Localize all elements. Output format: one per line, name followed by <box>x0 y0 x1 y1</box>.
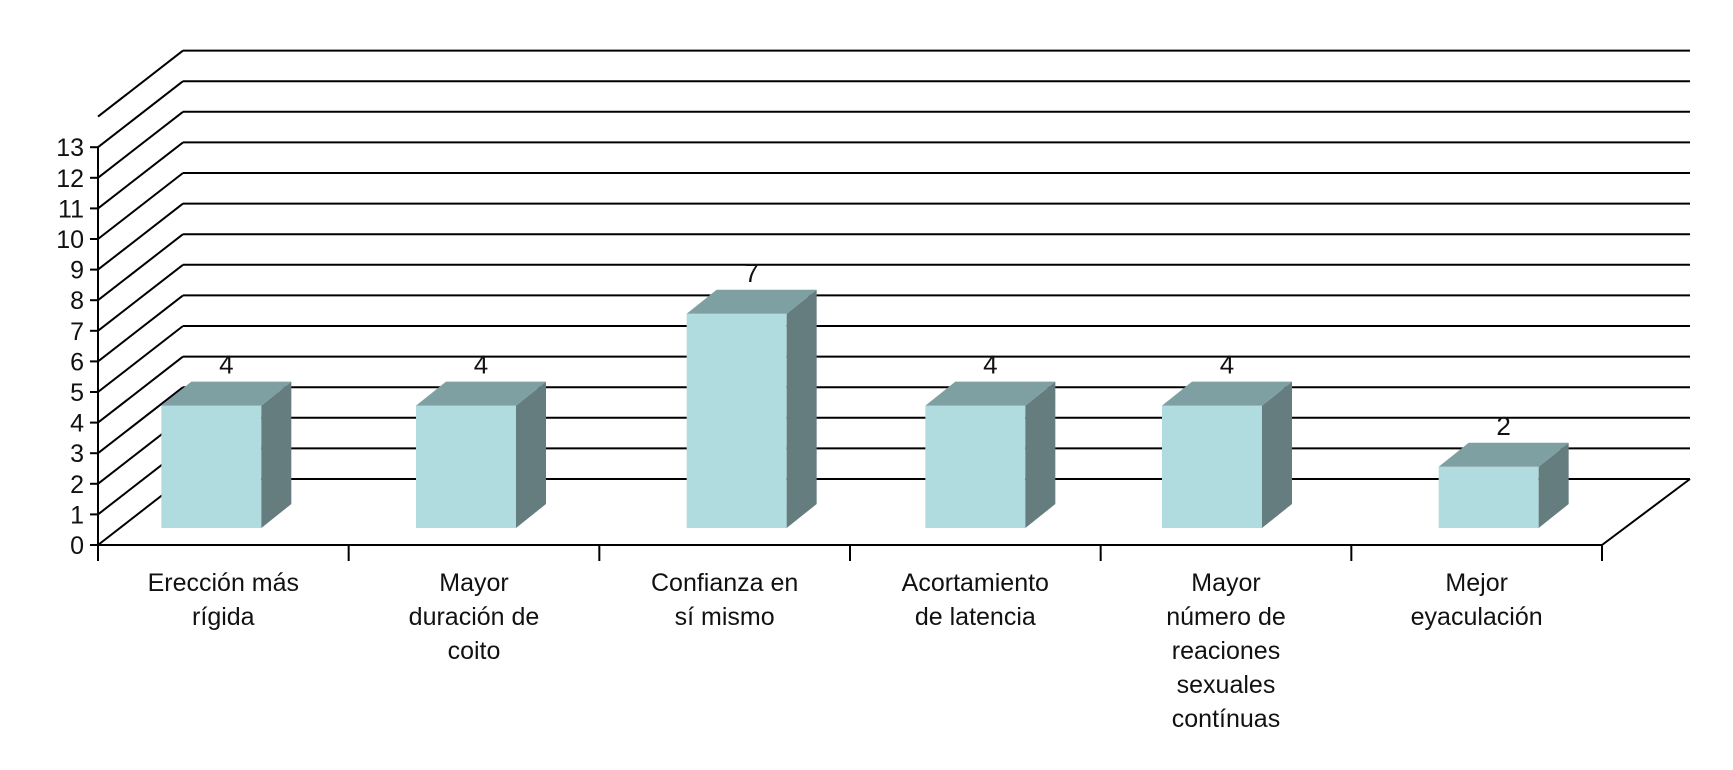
bar-front-0 <box>161 405 262 528</box>
data-label-3: 4 <box>983 350 997 380</box>
y-tick-label-12: 12 <box>56 165 84 193</box>
bar-side-1 <box>516 381 546 528</box>
bar-top-3 <box>925 381 1056 406</box>
category-label-1: Mayor duración de coito <box>409 569 540 665</box>
category-label-4-line-4: contínuas <box>1172 705 1280 733</box>
category-label-2: Confianza en sí mismo <box>651 569 798 631</box>
bar-front-5 <box>1438 466 1539 528</box>
y-tick-label-11: 11 <box>58 195 84 223</box>
y-tick-label-13: 13 <box>56 134 84 162</box>
side-gridline-9 <box>97 202 184 271</box>
side-wall-top <box>97 49 184 118</box>
side-gridline-3 <box>97 386 184 454</box>
side-gridline-8 <box>97 233 184 301</box>
y-tick-label-0: 0 <box>70 532 84 560</box>
axes <box>90 146 1603 561</box>
bar-top-2 <box>686 289 817 314</box>
side-gridline-11 <box>97 141 184 210</box>
side-gridline-5 <box>97 325 184 393</box>
category-label-4-line-2: reaciones <box>1172 637 1280 665</box>
category-label-5-line-1: eyaculación <box>1411 603 1543 631</box>
category-label-0-line-0: Erección más <box>148 569 299 597</box>
category-label-4-line-0: Mayor <box>1191 569 1260 597</box>
data-label-2: 7 <box>744 258 758 288</box>
bar-front-4 <box>1162 405 1262 528</box>
category-label-0-line-1: rígida <box>192 603 255 631</box>
bar-top-4 <box>1162 381 1292 406</box>
category-label-5: Mejor eyaculación <box>1411 569 1543 631</box>
floor-right-edge <box>1601 478 1691 546</box>
bar-front-2 <box>686 313 787 528</box>
side-gridline-10 <box>97 172 184 240</box>
bar-side-5 <box>1538 442 1569 528</box>
side-gridline-12 <box>97 111 184 179</box>
category-label-5-line-0: Mejor <box>1445 569 1508 597</box>
bar-front-1 <box>416 405 516 528</box>
y-tick-label-2: 2 <box>70 471 84 499</box>
category-label-0: Erección más rígida <box>148 569 299 631</box>
bar-top-0 <box>161 381 292 406</box>
category-label-2-line-1: sí mismo <box>675 603 775 631</box>
bar-top-5 <box>1438 442 1569 467</box>
bar-side-4 <box>1262 381 1292 528</box>
category-label-3: Acortamiento de latencia <box>902 569 1049 631</box>
side-gridline-4 <box>97 355 184 424</box>
bar-side-2 <box>786 289 817 528</box>
side-gridline-13 <box>97 80 184 148</box>
bar-side-3 <box>1025 381 1056 528</box>
bar-front-3 <box>925 405 1026 528</box>
category-label-3-line-1: de latencia <box>915 603 1036 631</box>
side-gridline-7 <box>97 264 184 332</box>
data-label-1: 4 <box>474 350 488 380</box>
bar-top-1 <box>416 381 546 406</box>
category-label-1-line-1: duración de <box>409 603 540 631</box>
category-label-4-line-3: sexuales <box>1177 671 1276 699</box>
category-label-1-line-2: coito <box>448 637 501 665</box>
category-label-3-line-0: Acortamiento <box>902 569 1049 597</box>
data-label-4: 4 <box>1220 350 1234 380</box>
y-tick-label-1: 1 <box>70 501 84 529</box>
data-label-0: 4 <box>219 350 233 380</box>
category-label-1-line-0: Mayor <box>439 569 508 597</box>
y-tick-label-8: 8 <box>70 287 84 315</box>
y-tick-label-10: 10 <box>56 226 84 254</box>
data-label-5: 2 <box>1496 411 1510 441</box>
y-tick-label-3: 3 <box>70 440 84 468</box>
bars <box>161 289 1569 528</box>
category-label-4: Mayor número de reaciones sexuales contínuas <box>1166 569 1286 733</box>
category-label-2-line-0: Confianza en <box>651 569 798 597</box>
y-tick-label-6: 6 <box>70 348 84 376</box>
bar-side-0 <box>261 381 292 528</box>
y-tick-label-7: 7 <box>70 318 84 346</box>
side-gridline-6 <box>97 294 184 363</box>
y-tick-label-4: 4 <box>70 410 84 438</box>
y-tick-label-9: 9 <box>70 257 84 285</box>
y-tick-label-5: 5 <box>70 379 84 407</box>
category-label-4-line-1: número de <box>1166 603 1286 631</box>
